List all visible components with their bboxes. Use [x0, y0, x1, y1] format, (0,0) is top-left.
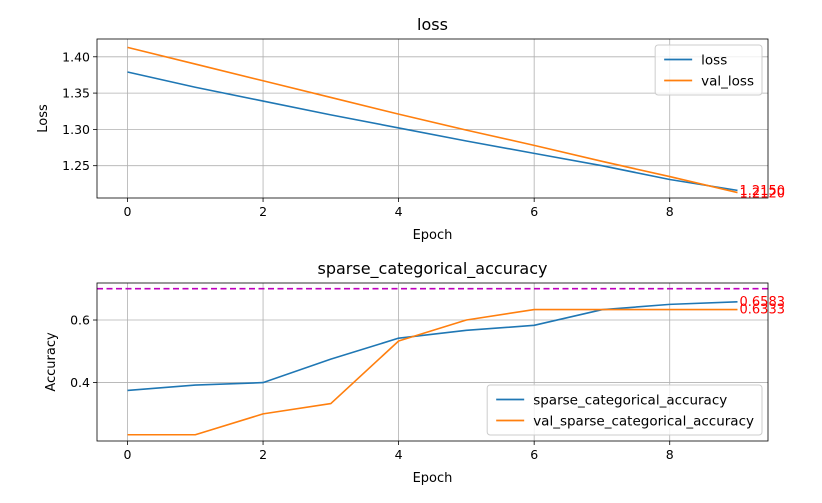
value-annotation: 1.2120 — [740, 186, 786, 201]
x-tick-label: 4 — [395, 204, 403, 219]
y-axis-label: Accuracy — [44, 332, 59, 392]
legend-label: loss — [701, 53, 727, 69]
legend: sparse_categorical_accuracy val_sparse_ca… — [486, 384, 763, 436]
legend-label: val_loss — [701, 74, 754, 90]
y-tick-label: 1.25 — [62, 158, 90, 173]
series-line-0 — [127, 300, 738, 392]
legend-frame — [654, 44, 763, 96]
axes-frame — [96, 38, 769, 199]
y-axis-label: Loss — [36, 104, 51, 133]
x-tick-label: 8 — [666, 447, 674, 462]
chart-title: loss — [417, 15, 448, 34]
value-annotation: 0.6333 — [740, 303, 786, 318]
series-line-1 — [127, 308, 738, 436]
legend-label: sparse_categorical_accuracy — [533, 393, 727, 409]
legend-frame — [486, 384, 763, 436]
x-tick-label: 6 — [530, 447, 538, 462]
y-tick-label: 0.4 — [70, 375, 90, 390]
x-tick-label: 2 — [259, 447, 267, 462]
x-axis-label: Epoch — [413, 471, 453, 486]
x-tick-label: 2 — [259, 204, 267, 219]
x-tick-label: 6 — [530, 204, 538, 219]
x-tick-label: 0 — [124, 447, 132, 462]
series-line-1 — [127, 46, 738, 194]
y-tick-label: 0.6 — [70, 313, 90, 328]
y-tick-label: 1.35 — [62, 86, 90, 101]
x-tick-label: 8 — [666, 204, 674, 219]
value-annotation: 0.6583 — [740, 295, 786, 310]
x-tick-label: 4 — [395, 447, 403, 462]
legend-label: val_sparse_categorical_accuracy — [533, 414, 754, 430]
x-axis-label: Epoch — [413, 228, 453, 243]
y-tick-label: 1.40 — [62, 49, 90, 64]
legend: loss val_loss — [654, 44, 763, 96]
axes-frame — [96, 282, 769, 442]
x-tick-label: 0 — [124, 204, 132, 219]
value-annotation: 1.2150 — [740, 184, 786, 199]
y-tick-label: 1.30 — [62, 122, 90, 137]
chart-title: sparse_categorical_accuracy — [318, 259, 548, 279]
series-line-0 — [127, 71, 738, 192]
